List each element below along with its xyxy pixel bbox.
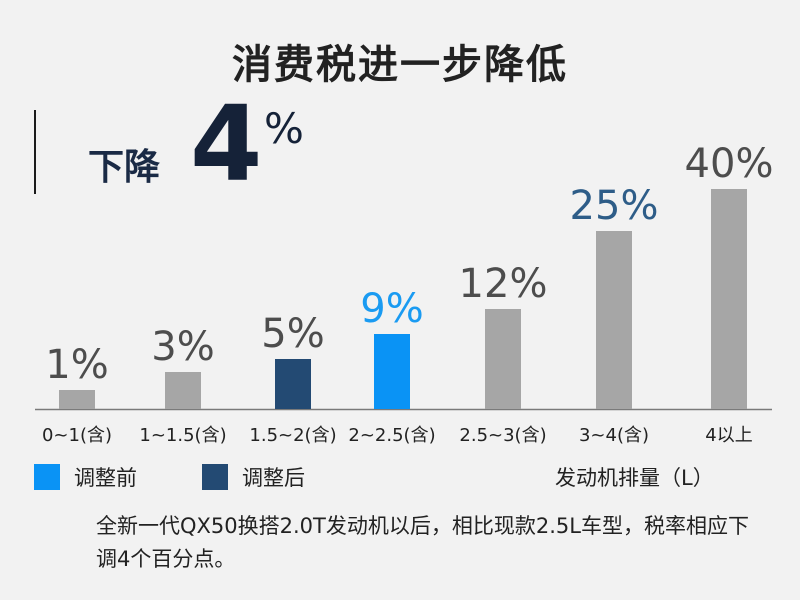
bar-2 xyxy=(275,359,311,409)
callout-number: 4 xyxy=(190,83,263,205)
bar-1 xyxy=(165,372,201,409)
legend-swatch-before xyxy=(34,464,60,490)
bar-3 xyxy=(374,334,410,409)
legend-item-before: 调整前 xyxy=(34,462,137,492)
legend-label-after: 调整后 xyxy=(242,466,305,490)
category-label-0: 0~1(含) xyxy=(42,425,112,446)
bar-5 xyxy=(596,231,632,409)
category-label-6: 4以上 xyxy=(705,425,752,446)
x-axis-title: 发动机排量（L） xyxy=(555,466,714,490)
bar-0 xyxy=(59,390,95,409)
callout-label: 下降 xyxy=(88,147,161,188)
bar-4 xyxy=(485,309,521,409)
category-label-2: 1.5~2(含) xyxy=(249,425,336,446)
legend-swatch-after xyxy=(202,464,228,490)
category-label-3: 2~2.5(含) xyxy=(348,425,435,446)
legend-item-after: 调整后 xyxy=(202,462,305,492)
legend-label-before: 调整前 xyxy=(74,466,137,490)
callout-divider xyxy=(34,110,36,194)
value-label-3: 9% xyxy=(360,286,423,332)
value-label-1: 3% xyxy=(151,324,214,370)
value-label-0: 1% xyxy=(45,342,108,388)
value-label-5: 25% xyxy=(570,183,659,229)
footnote: 全新一代QX50换搭2.0T发动机以后，相比现款2.5L车型，税率相应下调4个百… xyxy=(96,514,749,571)
chart-title: 消费税进一步降低 xyxy=(232,42,568,88)
value-label-6: 40% xyxy=(685,141,774,187)
category-label-1: 1~1.5(含) xyxy=(139,425,226,446)
value-label-2: 5% xyxy=(261,311,324,357)
category-label-4: 2.5~3(含) xyxy=(459,425,546,446)
category-label-5: 3~4(含) xyxy=(579,425,649,446)
callout-unit: % xyxy=(264,104,304,153)
bar-6 xyxy=(711,189,747,409)
value-label-4: 12% xyxy=(459,261,548,307)
